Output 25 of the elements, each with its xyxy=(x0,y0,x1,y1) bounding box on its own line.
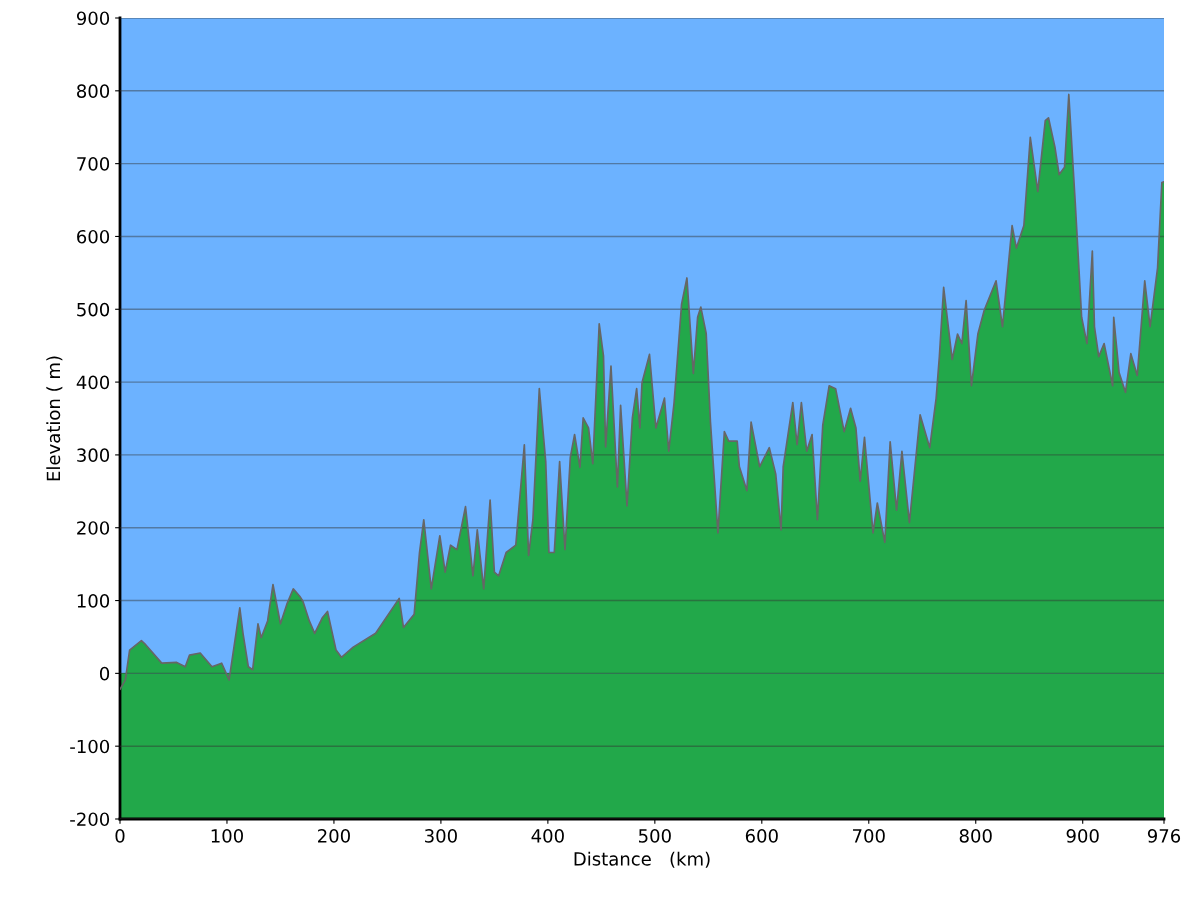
x-tick-label: 0 xyxy=(115,829,125,843)
y-tick-label: 300 xyxy=(77,448,110,463)
x-tick-label: 976 xyxy=(1147,829,1181,843)
y-tick-label: 800 xyxy=(77,84,110,98)
y-tick-label: 0 xyxy=(99,666,110,681)
x-axis-title: Distance (km) xyxy=(574,851,710,868)
x-tick-label: 600 xyxy=(745,829,778,843)
x-tick-label: 200 xyxy=(318,829,350,843)
y-tick-label: -200 xyxy=(70,812,110,827)
x-tick-label: 800 xyxy=(959,829,992,843)
y-axis-title: Elevation ( m) xyxy=(46,356,63,481)
y-tick-label: 600 xyxy=(77,229,110,244)
y-tick-label: 700 xyxy=(77,157,110,171)
x-tick-label: 400 xyxy=(531,829,564,843)
x-tick-label: 100 xyxy=(211,829,243,843)
x-tick-label: 900 xyxy=(1066,829,1099,843)
y-tick-label: 900 xyxy=(76,11,110,26)
y-tick-label: 400 xyxy=(76,375,110,390)
x-tick-label: 500 xyxy=(639,829,671,843)
y-tick-label: 200 xyxy=(77,521,110,535)
y-tick-label: 500 xyxy=(77,302,110,317)
y-tick-label: 100 xyxy=(77,594,110,608)
x-tick-label: 300 xyxy=(425,829,457,843)
y-tick-label: -100 xyxy=(70,739,110,754)
x-tick-label: 700 xyxy=(853,829,885,843)
